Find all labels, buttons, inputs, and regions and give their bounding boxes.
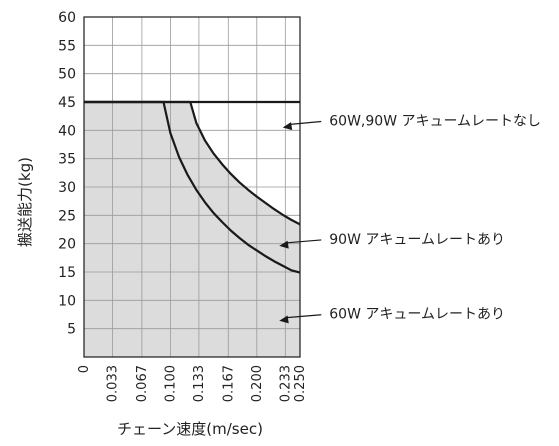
annotation-arrowhead bbox=[279, 315, 289, 324]
annotation-leader-line bbox=[285, 239, 322, 244]
x-tick-label: 0.133 bbox=[192, 365, 207, 402]
y-axis-label: 搬送能力(kg) bbox=[16, 157, 34, 247]
annotation-label: 60W アキュームレートあり bbox=[329, 307, 505, 323]
annotation-label: 60W,90W アキュームレートなし bbox=[329, 114, 541, 130]
annotation-arrowhead bbox=[279, 240, 289, 249]
y-tick-label: 5 bbox=[67, 322, 76, 338]
annotation-label: 90W アキュームレートあり bbox=[329, 232, 505, 248]
y-tick-label: 10 bbox=[58, 293, 76, 309]
capacity-fill-area bbox=[84, 102, 300, 357]
x-tick-label: 0.100 bbox=[163, 365, 178, 402]
y-tick-label: 50 bbox=[58, 67, 76, 83]
y-tick-label: 25 bbox=[58, 208, 76, 224]
y-tick-label: 40 bbox=[58, 123, 76, 139]
annotation-leader-line bbox=[285, 314, 322, 319]
x-tick-label: 0.033 bbox=[106, 365, 121, 402]
x-tick-label: 0.067 bbox=[135, 365, 150, 402]
series-line-2 bbox=[84, 100, 301, 274]
fill-layer bbox=[84, 102, 300, 357]
x-axis-label: チェーン速度(m/sec) bbox=[117, 420, 263, 438]
annotation-arrowhead bbox=[282, 122, 293, 131]
plot-frame bbox=[83, 16, 301, 358]
y-tick-label: 55 bbox=[58, 38, 76, 54]
x-tick-labels: 0 0.033 0.067 0.100 0.133 0.167 0.200 0.233 0.25… bbox=[77, 365, 308, 402]
annotations-layer: 60W,90W アキュームレートなし 90W アキュームレートあり 60W アキュー… bbox=[279, 114, 541, 324]
y-tick-label: 60 bbox=[58, 10, 76, 26]
series-line-1 bbox=[84, 100, 301, 226]
y-tick-label: 15 bbox=[58, 265, 76, 281]
x-tick-label: 0.200 bbox=[250, 365, 265, 402]
y-tick-label: 35 bbox=[58, 152, 76, 168]
y-tick-label: 30 bbox=[58, 180, 76, 196]
series-layer bbox=[84, 100, 301, 274]
annotation-leader-line bbox=[288, 120, 322, 126]
x-tick-label: 0.167 bbox=[221, 365, 236, 402]
y-tick-labels: 5 10 15 20 25 30 35 40 45 50 55 60 bbox=[58, 10, 76, 338]
y-tick-label: 20 bbox=[58, 237, 76, 253]
x-tick-label: 0 bbox=[77, 365, 92, 373]
x-tick-label: 0.233 bbox=[278, 365, 293, 402]
y-tick-label: 45 bbox=[58, 95, 76, 111]
x-tick-label: 0.250 bbox=[293, 365, 308, 402]
grid-layer bbox=[84, 17, 300, 357]
